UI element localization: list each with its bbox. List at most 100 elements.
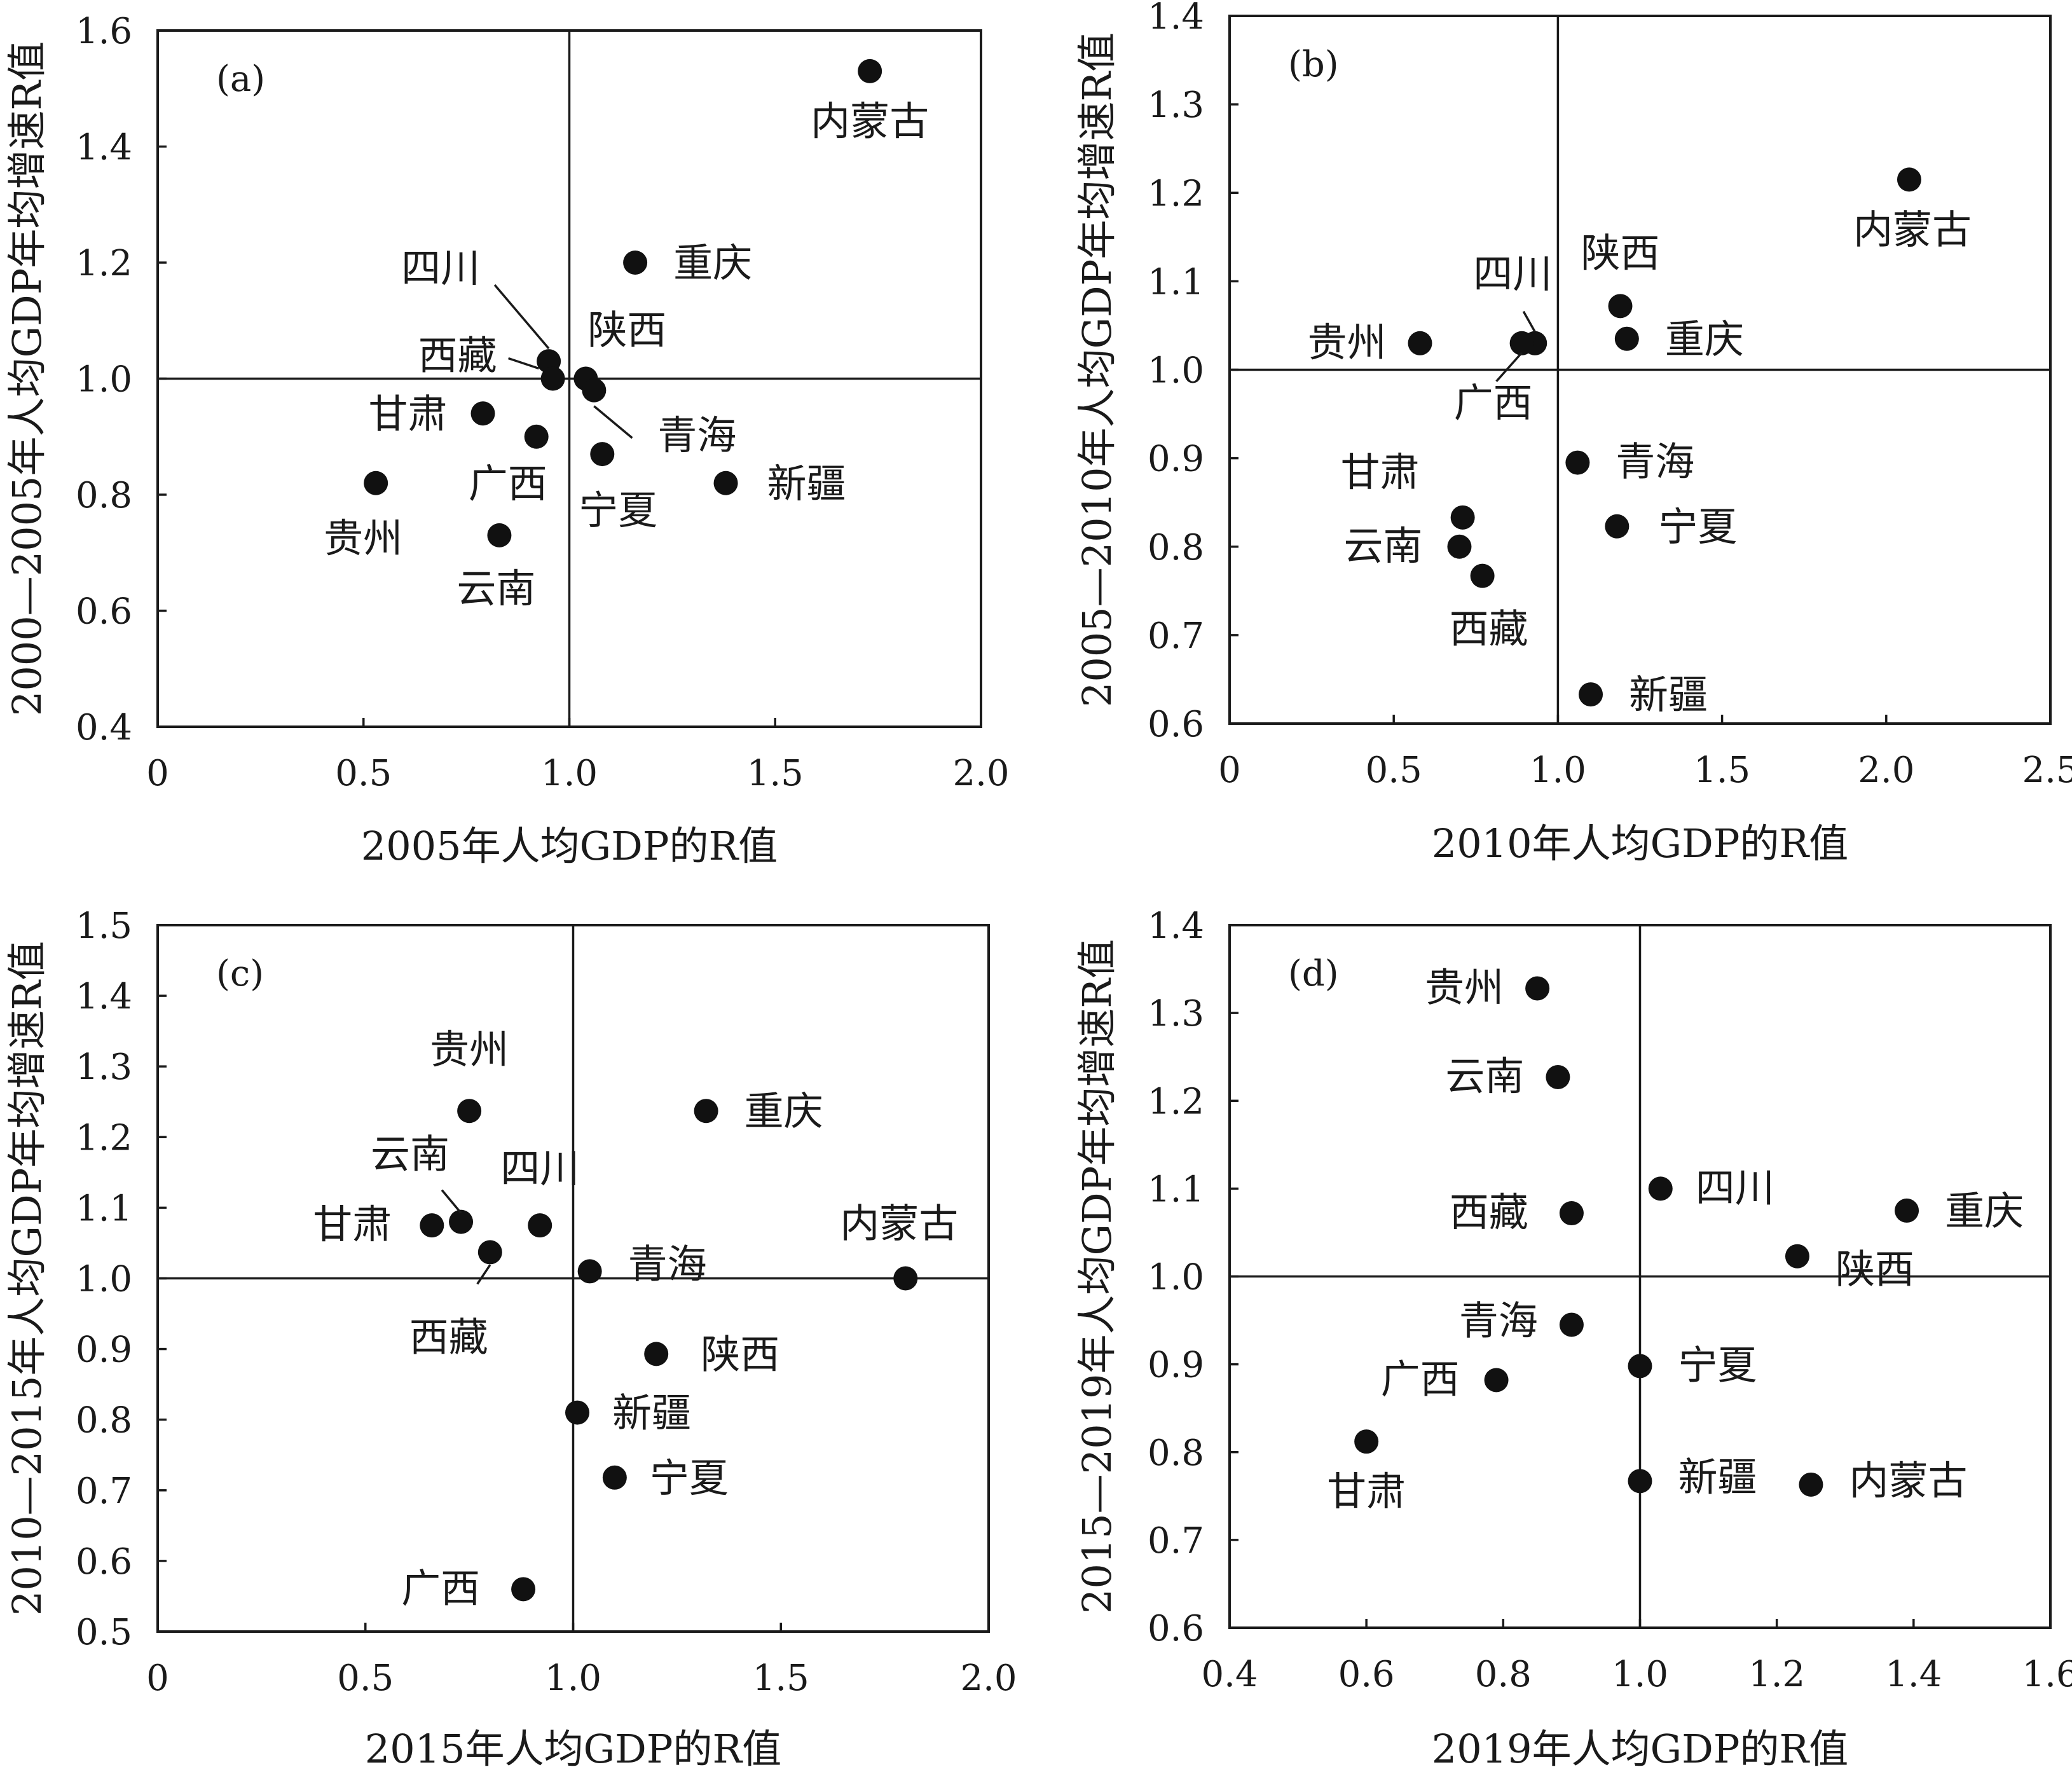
data-point-label: 四川 — [1696, 1164, 1774, 1211]
data-point — [470, 401, 495, 426]
data-point — [893, 1266, 918, 1291]
data-point-label: 陕西 — [1581, 230, 1660, 276]
data-point — [623, 251, 648, 275]
data-point — [1605, 514, 1629, 539]
y-tick-label: 1.2 — [1148, 173, 1204, 214]
x-axis-title: 2019年人均GDP的R值 — [1432, 1726, 1848, 1772]
data-point — [1546, 1064, 1570, 1089]
data-point-label: 宁夏 — [1658, 504, 1737, 550]
data-point-label: 内蒙古 — [840, 1200, 958, 1247]
data-point — [1895, 1198, 1919, 1223]
y-tick-label: 1.0 — [1148, 350, 1204, 392]
x-tick-label: 0.5 — [335, 753, 392, 794]
data-point-label: 西藏 — [409, 1314, 488, 1360]
y-tick-label: 0.7 — [1148, 1520, 1204, 1562]
y-tick-label: 1.0 — [76, 1259, 132, 1300]
data-point-label: 四川 — [1473, 251, 1552, 297]
data-point — [420, 1213, 444, 1238]
y-tick-label: 0.6 — [76, 591, 132, 633]
data-point-label: 广西 — [1454, 380, 1533, 426]
x-tick-label: 2.5 — [2022, 750, 2072, 791]
data-point-label: 青海 — [657, 412, 736, 458]
data-point — [858, 58, 882, 83]
y-tick-label: 0.8 — [76, 1400, 132, 1441]
y-tick-label: 1.1 — [1148, 261, 1204, 303]
data-point-label: 广西 — [469, 460, 547, 507]
leader-line — [508, 357, 540, 370]
scatter-panel-c: 0 0.5 1.0 1.5 2.0 0.5 0.6 0.7 0.8 0.9 1.0 1.1 1.2 1.3… — [4, 905, 1017, 1772]
data-point-label: 贵州 — [430, 1026, 509, 1073]
leader-line — [1522, 310, 1536, 333]
x-tick-label: 0 — [146, 1658, 169, 1699]
x-tick-label: 2.0 — [1858, 750, 1914, 791]
x-tick-label: 1.6 — [2022, 1654, 2072, 1695]
x-tick-label: 0.8 — [1475, 1654, 1532, 1695]
data-point-label: 西藏 — [1450, 1189, 1528, 1235]
y-tick-label: 0.7 — [1148, 615, 1204, 657]
data-point — [694, 1099, 718, 1124]
data-point — [1559, 1312, 1584, 1337]
data-point-label: 宁夏 — [1678, 1342, 1757, 1388]
y-tick-label: 1.2 — [76, 243, 132, 284]
y-tick-label: 1.4 — [1148, 0, 1204, 38]
panel-label: (d) — [1288, 953, 1339, 994]
data-point — [1785, 1244, 1809, 1269]
data-point — [582, 378, 607, 402]
data-point-label: 宁夏 — [650, 1455, 729, 1501]
data-point-label: 甘肃 — [369, 390, 448, 437]
y-tick-label: 1.3 — [1148, 993, 1204, 1035]
y-tick-label: 1.3 — [76, 1047, 132, 1088]
y-tick-label: 0.6 — [1148, 704, 1204, 745]
panel-label: (b) — [1288, 44, 1339, 85]
x-tick-label: 0 — [1218, 750, 1241, 791]
y-tick-label: 1.3 — [1148, 85, 1204, 126]
y-tick-label: 1.1 — [1148, 1169, 1204, 1210]
data-point — [1484, 1368, 1509, 1392]
x-tick-label: 1.0 — [1612, 1654, 1668, 1695]
data-point — [1447, 534, 1472, 559]
x-tick-label: 1.0 — [541, 753, 598, 794]
data-point-label: 贵州 — [324, 515, 402, 561]
y-axis-title: 2000—2005年人均GDP年均增速R值 — [4, 41, 50, 716]
data-point — [1408, 331, 1432, 355]
data-point — [713, 471, 738, 495]
leader-line — [593, 405, 633, 439]
data-point — [577, 1259, 602, 1284]
data-point — [511, 1577, 536, 1602]
y-tick-label: 1.5 — [76, 905, 132, 947]
data-point-label: 陕西 — [587, 307, 666, 354]
data-point — [644, 1342, 669, 1366]
y-tick-label: 0.9 — [76, 1330, 132, 1371]
data-point-label: 陕西 — [701, 1331, 779, 1377]
data-point — [1450, 505, 1475, 530]
data-point-label: 重庆 — [1665, 316, 1744, 362]
data-point — [1525, 976, 1550, 1001]
data-point-label: 陕西 — [1835, 1246, 1914, 1293]
x-tick-label: 2.0 — [952, 753, 1009, 794]
data-point — [457, 1099, 482, 1124]
y-tick-label: 0.6 — [76, 1541, 132, 1583]
y-tick-label: 1.0 — [76, 359, 132, 401]
x-axis-title: 2005年人均GDP的R值 — [361, 823, 778, 869]
data-point — [524, 424, 549, 449]
data-point-label: 内蒙古 — [1849, 1457, 1967, 1504]
data-point-label: 贵州 — [1308, 319, 1387, 366]
x-tick-label: 0.6 — [1338, 1654, 1395, 1695]
data-point-label: 重庆 — [673, 240, 752, 286]
data-point-label: 四川 — [500, 1145, 579, 1192]
data-point-label: 青海 — [628, 1241, 707, 1287]
data-point-label: 青海 — [1616, 439, 1694, 485]
data-point-label: 甘肃 — [1341, 449, 1420, 495]
panel-label: (a) — [216, 58, 265, 100]
y-axis-title: 2005—2010年人均GDP年均增速R值 — [1074, 32, 1120, 707]
data-point — [565, 1400, 590, 1425]
y-tick-label: 0.7 — [76, 1471, 132, 1512]
data-point-label: 云南 — [1343, 523, 1422, 569]
data-point — [1579, 682, 1603, 707]
x-tick-label: 1.5 — [753, 1658, 809, 1699]
data-point — [364, 471, 388, 495]
y-tick-label: 0.8 — [76, 475, 132, 516]
data-point — [1799, 1472, 1823, 1497]
x-tick-label: 0.4 — [1201, 1654, 1258, 1695]
y-tick-label: 0.9 — [1148, 439, 1204, 480]
